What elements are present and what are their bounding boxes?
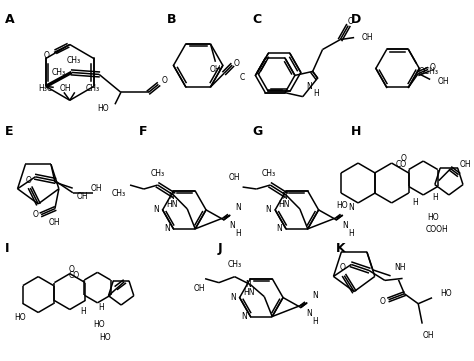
- Text: OH: OH: [193, 284, 205, 293]
- Text: HN: HN: [243, 288, 255, 297]
- Text: N: N: [265, 205, 271, 214]
- Text: CH₃: CH₃: [151, 169, 165, 178]
- Text: A: A: [5, 13, 14, 26]
- Text: O: O: [339, 263, 345, 272]
- Text: H: H: [314, 89, 319, 98]
- Text: O: O: [32, 210, 38, 219]
- Text: HN: HN: [166, 200, 177, 209]
- Text: OH: OH: [229, 173, 240, 182]
- Text: CH₃: CH₃: [112, 188, 126, 197]
- Text: O: O: [401, 153, 406, 162]
- Text: N: N: [230, 221, 236, 230]
- Text: CH₃: CH₃: [86, 84, 100, 93]
- Text: N: N: [236, 203, 241, 212]
- Text: O: O: [429, 63, 435, 72]
- Text: O: O: [26, 175, 31, 184]
- Text: O: O: [69, 265, 75, 274]
- Text: OH: OH: [60, 84, 71, 93]
- Text: D: D: [351, 13, 361, 26]
- Text: H: H: [81, 307, 86, 316]
- Text: H: H: [99, 303, 104, 312]
- Text: HO: HO: [93, 320, 105, 329]
- Text: H: H: [351, 125, 362, 138]
- Text: OH: OH: [438, 77, 450, 86]
- Text: N: N: [164, 225, 170, 233]
- Text: N: N: [153, 205, 159, 214]
- Text: OH: OH: [91, 184, 102, 193]
- Text: HO: HO: [440, 289, 452, 298]
- Text: G: G: [253, 125, 263, 138]
- Text: COOH: COOH: [426, 225, 448, 234]
- Text: N: N: [313, 291, 319, 300]
- Text: I: I: [5, 242, 9, 255]
- Text: H: H: [348, 229, 354, 238]
- Text: O: O: [233, 58, 239, 68]
- Text: O: O: [43, 51, 49, 60]
- Text: C: C: [253, 13, 262, 26]
- Text: N: N: [342, 221, 348, 230]
- Text: N: N: [307, 82, 312, 91]
- Text: CH₃: CH₃: [228, 260, 242, 269]
- Text: N: N: [348, 203, 354, 212]
- Text: B: B: [166, 13, 176, 26]
- Text: H: H: [432, 193, 438, 203]
- Text: C: C: [240, 73, 246, 82]
- Text: N: N: [276, 225, 282, 233]
- Text: E: E: [5, 125, 13, 138]
- Text: HO: HO: [337, 201, 348, 210]
- Text: H: H: [313, 317, 319, 326]
- Text: O: O: [161, 76, 167, 85]
- Text: CH₃: CH₃: [66, 56, 81, 65]
- Text: J: J: [218, 242, 222, 255]
- Text: N: N: [230, 293, 236, 302]
- Text: OH: OH: [422, 331, 434, 340]
- Text: H: H: [236, 229, 241, 238]
- Text: HO: HO: [14, 313, 26, 322]
- Text: NH: NH: [394, 264, 406, 272]
- Text: HO: HO: [100, 333, 111, 342]
- Text: F: F: [139, 125, 147, 138]
- Text: N: N: [307, 309, 312, 318]
- Text: OH: OH: [77, 192, 88, 201]
- Text: OH: OH: [210, 65, 221, 74]
- Text: K: K: [337, 242, 346, 255]
- Text: O: O: [347, 17, 353, 26]
- Text: N: N: [241, 312, 246, 321]
- Text: CH₃: CH₃: [261, 169, 275, 178]
- Text: H₃C: H₃C: [38, 84, 52, 93]
- Text: N: N: [246, 280, 251, 289]
- Text: OCH₃: OCH₃: [419, 67, 438, 76]
- Text: OH: OH: [49, 218, 61, 227]
- Text: CO: CO: [396, 160, 407, 169]
- Text: H: H: [412, 199, 418, 208]
- Text: HN: HN: [278, 200, 290, 209]
- Text: OH: OH: [362, 33, 374, 42]
- Text: CO: CO: [68, 271, 79, 280]
- Text: HO: HO: [98, 104, 109, 113]
- Text: O: O: [380, 297, 386, 306]
- Text: HO: HO: [427, 213, 439, 222]
- Text: N: N: [169, 192, 174, 201]
- Text: OH: OH: [460, 160, 472, 169]
- Text: N: N: [281, 192, 287, 201]
- Text: CH₃: CH₃: [52, 68, 66, 77]
